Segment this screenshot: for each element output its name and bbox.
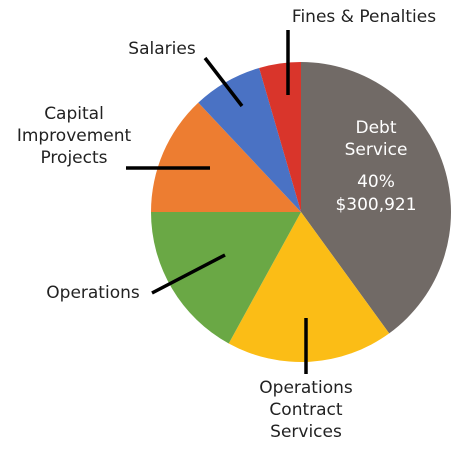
leader-lines bbox=[126, 30, 308, 374]
pie-slice bbox=[151, 212, 301, 344]
pie-slice bbox=[301, 62, 451, 334]
pie-slice bbox=[151, 102, 301, 212]
category-label: Debt Service bbox=[344, 118, 408, 160]
pie-slice bbox=[259, 62, 301, 212]
category-label: Operations bbox=[46, 283, 140, 303]
leader-line bbox=[203, 56, 244, 108]
category-label: Operations Contract Services bbox=[259, 378, 353, 442]
category-label: Salaries bbox=[128, 39, 196, 59]
value-label: 40% bbox=[357, 172, 395, 192]
amount-label: $300,921 bbox=[335, 195, 417, 215]
pie-slice bbox=[198, 67, 301, 212]
pie-slice bbox=[228, 212, 390, 362]
category-label: Capital Improvement Projects bbox=[16, 104, 132, 168]
leader-line bbox=[151, 253, 226, 295]
category-label: Fines & Penalties bbox=[291, 7, 437, 27]
